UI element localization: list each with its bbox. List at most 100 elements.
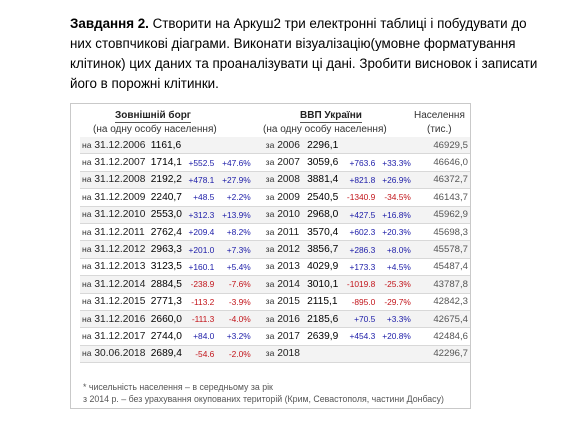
gdp-value: 3570,4 <box>305 223 344 242</box>
debt-change: +48.5 <box>186 188 217 207</box>
date-cell: на 31.12.2011 <box>80 223 149 242</box>
task-text: Завдання 2. Створити на Аркуш2 три елект… <box>70 14 550 94</box>
year-prefix: за <box>265 157 275 168</box>
gdp-change-percent: +8.0% <box>377 240 413 259</box>
debt-change <box>186 137 217 155</box>
debt-change-percent: +2.2% <box>216 188 253 207</box>
gdp-change: +286.3 <box>343 240 378 259</box>
gdp-change-percent: +3.3% <box>377 310 413 329</box>
year-cell: за 2010 <box>263 206 306 224</box>
date-prefix: на <box>82 174 92 185</box>
debt-change-percent: +7.3% <box>216 240 253 259</box>
date-value: 31.12.2010 <box>94 209 146 221</box>
year-cell: за 2012 <box>263 240 306 259</box>
debt-change: +160.1 <box>186 258 217 277</box>
debt-value: 2240,7 <box>148 188 187 207</box>
debt-value: 2689,4 <box>148 345 187 364</box>
population-value: 43787,8 <box>412 275 470 294</box>
year-value: 2010 <box>277 209 300 221</box>
date-prefix: на <box>82 226 92 237</box>
population-value: 46372,7 <box>412 171 470 190</box>
date-value: 31.12.2014 <box>94 278 146 290</box>
date-value: 31.12.2009 <box>94 191 146 203</box>
year-cell: за 2009 <box>263 188 306 207</box>
year-cell: за 2006 <box>263 137 306 155</box>
gdp-value: 3881,4 <box>305 171 344 190</box>
debt-value: 2884,5 <box>148 275 187 294</box>
debt-change: -238.9 <box>186 275 217 294</box>
debt-change-percent: +5.4% <box>216 258 253 277</box>
date-cell: на 30.06.2018 <box>80 345 149 364</box>
gdp-change: +602.3 <box>343 223 378 242</box>
year-cell: за 2014 <box>263 275 306 294</box>
gdp-value: 3010,1 <box>305 275 344 294</box>
year-cell: за 2007 <box>263 153 306 172</box>
date-cell: на 31.12.2015 <box>80 293 149 311</box>
gdp-change-percent <box>377 137 413 155</box>
date-cell: на 31.12.2007 <box>80 153 149 172</box>
debt-change: +478.1 <box>186 171 217 190</box>
gdp-change: -1019.8 <box>343 275 378 294</box>
year-prefix: за <box>265 244 275 255</box>
table-row: на 31.12.2006 1161,6 за 2006 2296,1 46929,5 <box>80 137 470 155</box>
debt-header: Зовнішній борг <box>115 110 191 123</box>
year-prefix: за <box>265 348 275 359</box>
data-table-panel: Зовнішній борг (на одну особу населення)… <box>70 103 471 409</box>
table-row: на 31.12.2013 3123,5 +160.1 +5.4% за 2013 402… <box>80 258 470 277</box>
date-cell: на 31.12.2010 <box>80 206 149 224</box>
debt-change-percent: +8.2% <box>216 223 253 242</box>
date-value: 31.12.2016 <box>94 313 146 325</box>
table-row: на 31.12.2017 2744,0 +84.0 +3.2% за 2017 2639… <box>80 327 470 346</box>
population-value: 45962,9 <box>412 206 470 224</box>
debt-value: 2192,2 <box>148 171 187 190</box>
population-header: Населення <box>414 110 465 121</box>
debt-subheader: (на одну особу населення) <box>93 124 217 135</box>
date-cell: на 31.12.2008 <box>80 171 149 190</box>
gdp-change-percent: -25.3% <box>377 275 413 294</box>
date-cell: на 31.12.2009 <box>80 188 149 207</box>
gdp-change: -1340.9 <box>343 188 378 207</box>
gdp-change: +821.8 <box>343 171 378 190</box>
gdp-change <box>343 137 378 155</box>
population-value: 42484,6 <box>412 327 470 346</box>
year-prefix: за <box>265 139 275 150</box>
year-value: 2009 <box>277 191 300 203</box>
table-row: на 31.12.2007 1714,1 +552.5 +47.6% за 2007 30… <box>80 153 470 172</box>
year-cell: за 2011 <box>263 223 306 242</box>
debt-change: -111.3 <box>186 310 217 329</box>
date-cell: на 31.12.2013 <box>80 258 149 277</box>
debt-value: 3123,5 <box>148 258 187 277</box>
table-row: на 31.12.2012 2963,3 +201.0 +7.3% за 2012 385… <box>80 240 470 259</box>
debt-change: +552.5 <box>186 153 217 172</box>
year-cell: за 2017 <box>263 327 306 346</box>
table-row: на 30.06.2018 2689,4 -54.6 -2.0% за 2018 4229… <box>80 345 470 364</box>
gdp-subheader: (на одну особу населення) <box>263 124 387 135</box>
year-prefix: за <box>265 174 275 185</box>
date-prefix: на <box>82 261 92 272</box>
year-cell: за 2018 <box>263 345 306 364</box>
debt-change-percent: -4.0% <box>216 310 253 329</box>
gdp-change-percent: -34.5% <box>377 188 413 207</box>
debt-change-percent: +13.9% <box>216 206 253 224</box>
table-row: на 31.12.2016 2660,0 -111.3 -4.0% за 2016 218… <box>80 310 470 329</box>
year-prefix: за <box>265 278 275 289</box>
debt-change-percent: +47.6% <box>216 153 253 172</box>
year-prefix: за <box>265 296 275 307</box>
date-value: 31.12.2011 <box>94 226 145 238</box>
year-value: 2016 <box>277 313 300 325</box>
year-value: 2006 <box>277 139 300 151</box>
date-value: 31.12.2006 <box>94 139 146 151</box>
gdp-value: 2639,9 <box>305 327 344 346</box>
population-value: 46646,0 <box>412 153 470 172</box>
year-prefix: за <box>265 261 275 272</box>
population-value: 42296,7 <box>412 345 470 364</box>
debt-value: 2744,0 <box>148 327 187 346</box>
gdp-change-percent: +20.3% <box>377 223 413 242</box>
date-cell: на 31.12.2017 <box>80 327 149 346</box>
date-value: 30.06.2018 <box>94 348 146 360</box>
date-prefix: на <box>82 348 92 359</box>
year-value: 2015 <box>277 296 300 308</box>
debt-change: +312.3 <box>186 206 217 224</box>
date-prefix: на <box>82 209 92 220</box>
debt-change: +201.0 <box>186 240 217 259</box>
